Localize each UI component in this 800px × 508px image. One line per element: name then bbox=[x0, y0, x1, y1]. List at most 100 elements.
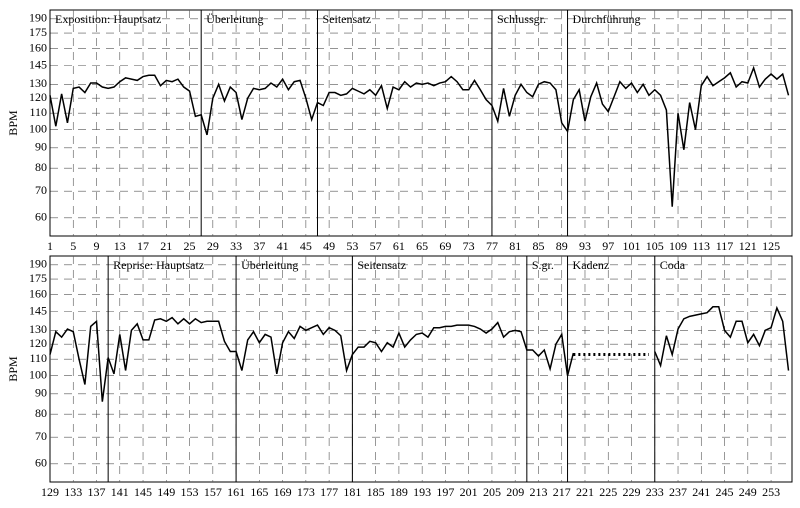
y-axis-label: BPM bbox=[6, 110, 20, 136]
section-label: Schlussgr. bbox=[497, 12, 546, 26]
x-tick-label: 149 bbox=[157, 485, 175, 499]
x-tick-label: 185 bbox=[367, 485, 385, 499]
x-tick-label: 29 bbox=[207, 239, 219, 253]
x-tick-label: 125 bbox=[762, 239, 780, 253]
x-tick-label: 145 bbox=[134, 485, 152, 499]
section-label: Seitensatz bbox=[322, 12, 371, 26]
x-tick-label: 121 bbox=[739, 239, 757, 253]
x-tick-label: 89 bbox=[556, 239, 568, 253]
x-tick-label: 169 bbox=[274, 485, 292, 499]
x-tick-label: 49 bbox=[323, 239, 335, 253]
x-tick-label: 17 bbox=[137, 239, 149, 253]
section-label: Coda bbox=[660, 258, 686, 272]
x-tick-label: 37 bbox=[253, 239, 265, 253]
y-tick-label: 130 bbox=[29, 76, 47, 90]
section-label: Kadenz bbox=[573, 258, 610, 272]
x-tick-label: 25 bbox=[184, 239, 196, 253]
y-tick-label: 120 bbox=[29, 90, 47, 104]
x-tick-label: 189 bbox=[390, 485, 408, 499]
y-tick-label: 160 bbox=[29, 40, 47, 54]
x-tick-label: 73 bbox=[463, 239, 475, 253]
x-tick-label: 105 bbox=[646, 239, 664, 253]
section-label: Seitensatz bbox=[357, 258, 406, 272]
plot-area bbox=[49, 255, 793, 483]
x-tick-label: 61 bbox=[393, 239, 405, 253]
section-label: Durchführung bbox=[573, 12, 641, 26]
x-tick-label: 141 bbox=[111, 485, 129, 499]
x-tick-label: 253 bbox=[762, 485, 780, 499]
x-tick-label: 113 bbox=[693, 239, 711, 253]
y-tick-label: 175 bbox=[29, 25, 47, 39]
x-tick-label: 221 bbox=[576, 485, 594, 499]
x-tick-label: 137 bbox=[88, 485, 106, 499]
x-tick-label: 85 bbox=[532, 239, 544, 253]
x-tick-label: 77 bbox=[486, 239, 498, 253]
y-tick-label: 100 bbox=[29, 367, 47, 381]
section-label: Exposition: Hauptsatz bbox=[55, 12, 161, 26]
x-tick-label: 161 bbox=[227, 485, 245, 499]
x-tick-label: 101 bbox=[623, 239, 641, 253]
x-tick-label: 69 bbox=[439, 239, 451, 253]
x-tick-label: 237 bbox=[669, 485, 687, 499]
x-tick-label: 65 bbox=[416, 239, 428, 253]
section-label: Überleitung bbox=[241, 258, 298, 272]
y-tick-label: 70 bbox=[35, 429, 47, 443]
x-tick-label: 97 bbox=[602, 239, 614, 253]
y-tick-label: 175 bbox=[29, 271, 47, 285]
y-axis-label: BPM bbox=[6, 356, 20, 382]
x-tick-label: 225 bbox=[599, 485, 617, 499]
section-label: S.gr. bbox=[532, 258, 554, 272]
y-tick-label: 70 bbox=[35, 183, 47, 197]
x-tick-label: 33 bbox=[230, 239, 242, 253]
x-tick-label: 81 bbox=[509, 239, 521, 253]
y-tick-label: 80 bbox=[35, 160, 47, 174]
x-tick-label: 13 bbox=[114, 239, 126, 253]
section-label: Überleitung bbox=[206, 12, 263, 26]
y-tick-label: 190 bbox=[29, 11, 47, 25]
y-tick-label: 190 bbox=[29, 257, 47, 271]
y-tick-label: 120 bbox=[29, 336, 47, 350]
x-tick-label: 133 bbox=[64, 485, 82, 499]
x-tick-label: 93 bbox=[579, 239, 591, 253]
x-tick-label: 181 bbox=[343, 485, 361, 499]
y-tick-label: 60 bbox=[35, 210, 47, 224]
plot-area bbox=[49, 9, 793, 237]
x-tick-label: 205 bbox=[483, 485, 501, 499]
x-tick-label: 229 bbox=[623, 485, 641, 499]
x-tick-label: 209 bbox=[506, 485, 524, 499]
x-tick-label: 53 bbox=[346, 239, 358, 253]
y-tick-label: 110 bbox=[29, 105, 47, 119]
x-tick-label: 1 bbox=[47, 239, 53, 253]
x-tick-label: 233 bbox=[646, 485, 664, 499]
x-tick-label: 213 bbox=[529, 485, 547, 499]
x-tick-label: 157 bbox=[204, 485, 222, 499]
y-tick-label: 90 bbox=[35, 140, 47, 154]
y-tick-label: 80 bbox=[35, 406, 47, 420]
x-tick-label: 249 bbox=[739, 485, 757, 499]
y-tick-label: 145 bbox=[29, 57, 47, 71]
y-tick-label: 110 bbox=[29, 351, 47, 365]
x-tick-label: 117 bbox=[716, 239, 734, 253]
x-tick-label: 41 bbox=[277, 239, 289, 253]
y-tick-label: 100 bbox=[29, 121, 47, 135]
data-line bbox=[49, 65, 790, 207]
y-tick-label: 60 bbox=[35, 456, 47, 470]
y-tick-label: 160 bbox=[29, 286, 47, 300]
x-tick-label: 5 bbox=[70, 239, 76, 253]
data-line bbox=[49, 305, 790, 402]
x-tick-label: 109 bbox=[669, 239, 687, 253]
y-tick-label: 130 bbox=[29, 322, 47, 336]
x-tick-label: 173 bbox=[297, 485, 315, 499]
x-tick-label: 57 bbox=[370, 239, 382, 253]
section-label: Reprise: Hauptsatz bbox=[113, 258, 204, 272]
y-tick-label: 145 bbox=[29, 303, 47, 317]
x-tick-label: 201 bbox=[460, 485, 478, 499]
x-tick-label: 197 bbox=[436, 485, 454, 499]
x-tick-label: 45 bbox=[300, 239, 312, 253]
x-tick-label: 241 bbox=[692, 485, 710, 499]
y-tick-label: 90 bbox=[35, 386, 47, 400]
x-tick-label: 165 bbox=[250, 485, 268, 499]
x-tick-label: 9 bbox=[94, 239, 100, 253]
x-tick-label: 217 bbox=[553, 485, 571, 499]
